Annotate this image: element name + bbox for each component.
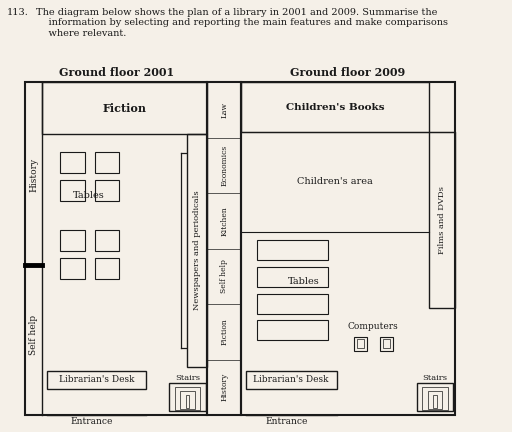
Bar xyxy=(246,371,336,389)
Text: 113.: 113. xyxy=(7,8,29,17)
Bar xyxy=(417,383,453,411)
Bar xyxy=(26,82,207,415)
Bar xyxy=(60,152,84,173)
Text: Fiction: Fiction xyxy=(102,102,146,114)
Bar xyxy=(95,180,119,201)
Text: Kitchen: Kitchen xyxy=(220,206,228,235)
Bar xyxy=(383,339,391,348)
Bar xyxy=(185,395,189,408)
Bar xyxy=(60,258,84,279)
Text: Entrance: Entrance xyxy=(265,416,308,426)
Bar xyxy=(430,132,455,308)
Bar xyxy=(258,294,328,314)
Bar xyxy=(95,258,119,279)
Bar xyxy=(258,240,328,260)
Text: Films and DVDs: Films and DVDs xyxy=(438,186,446,254)
Text: History: History xyxy=(29,158,38,192)
Text: Librarian's Desk: Librarian's Desk xyxy=(59,375,134,384)
Text: Tables: Tables xyxy=(288,277,319,286)
Bar xyxy=(207,82,241,415)
Text: Entrance: Entrance xyxy=(71,416,113,426)
Bar xyxy=(422,387,447,410)
Bar xyxy=(433,395,437,408)
Bar xyxy=(47,371,145,389)
Text: Stairs: Stairs xyxy=(175,374,200,382)
Bar xyxy=(241,82,455,415)
Text: Fiction: Fiction xyxy=(220,318,228,345)
Bar xyxy=(175,387,200,410)
Text: Law: Law xyxy=(220,102,228,118)
Text: Stairs: Stairs xyxy=(422,374,447,382)
Bar xyxy=(354,337,367,351)
Bar xyxy=(95,230,119,251)
Bar xyxy=(258,267,328,287)
Text: Self help: Self help xyxy=(29,315,38,355)
Text: Children's area: Children's area xyxy=(297,178,373,187)
Text: Ground floor 2001: Ground floor 2001 xyxy=(59,67,174,79)
Bar xyxy=(428,391,442,409)
Text: Librarian's Desk: Librarian's Desk xyxy=(253,375,329,384)
Text: The diagram below shows the plan of a library in 2001 and 2009. Summarise the
  : The diagram below shows the plan of a li… xyxy=(36,8,449,38)
Bar xyxy=(357,339,364,348)
Bar xyxy=(380,337,393,351)
Text: Computers: Computers xyxy=(348,322,398,331)
Bar xyxy=(95,152,119,173)
Bar xyxy=(42,82,207,134)
Text: History: History xyxy=(220,373,228,401)
Bar xyxy=(169,383,206,411)
Text: Tables: Tables xyxy=(73,191,105,200)
Bar xyxy=(180,391,195,409)
Bar xyxy=(241,82,430,132)
Text: Self help: Self help xyxy=(220,259,228,293)
Text: Children's Books: Children's Books xyxy=(286,102,385,111)
Text: Economics: Economics xyxy=(220,145,228,186)
Bar xyxy=(187,134,207,367)
Text: Ground floor 2009: Ground floor 2009 xyxy=(290,67,406,79)
Bar xyxy=(60,180,84,201)
Text: Newspapers and periodicals: Newspapers and periodicals xyxy=(194,191,201,310)
Bar xyxy=(60,230,84,251)
Bar xyxy=(258,320,328,340)
